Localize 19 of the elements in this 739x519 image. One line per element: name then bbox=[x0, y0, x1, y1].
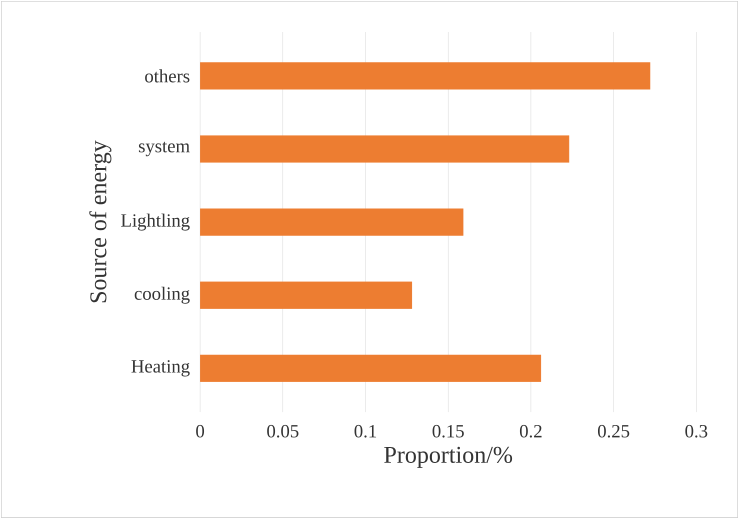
y-tick-label: others bbox=[145, 69, 190, 83]
x-axis-title: Proportion/% bbox=[384, 446, 512, 468]
bar bbox=[200, 282, 412, 309]
x-tick-label: 0.1 bbox=[354, 424, 376, 438]
y-tick-label: Heating bbox=[131, 360, 190, 377]
y-tick-label: Lightling bbox=[121, 214, 190, 231]
x-tick-label: 0.15 bbox=[432, 424, 464, 438]
y-tick-label: system bbox=[138, 142, 190, 156]
x-tick-label: 0.3 bbox=[685, 424, 708, 438]
x-tick-label: 0 bbox=[196, 424, 204, 438]
bar bbox=[200, 62, 650, 90]
bar bbox=[200, 135, 570, 163]
x-tick-label: 0.25 bbox=[598, 424, 630, 438]
y-axis-title: Source of energy bbox=[89, 140, 112, 302]
x-tick-label: 0.2 bbox=[520, 424, 542, 438]
y-tick-label: cooling bbox=[134, 286, 190, 304]
bar bbox=[200, 354, 542, 382]
x-tick-label: 0.05 bbox=[267, 424, 298, 438]
bar bbox=[200, 208, 464, 236]
